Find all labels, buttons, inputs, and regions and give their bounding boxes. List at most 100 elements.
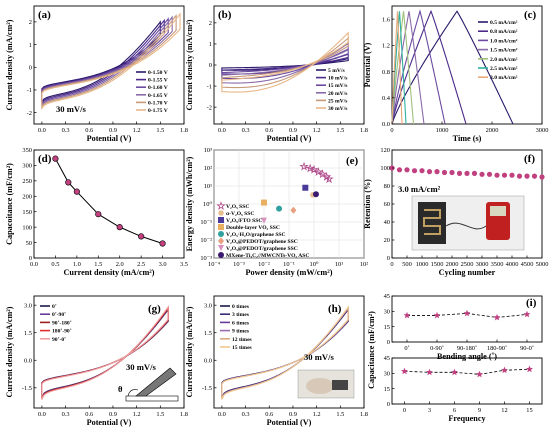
legend-entry: 0˚-90˚: [52, 311, 66, 318]
x-tick-label: 10⁻¹: [283, 261, 295, 268]
y-tick-label: 0.4: [382, 95, 391, 102]
x-tick-label: 1.8: [180, 411, 188, 418]
x-tick-label: 0-90˚: [430, 345, 444, 352]
y-tick-label: 1.5: [204, 330, 212, 337]
angle-arc: [127, 389, 139, 397]
gcd-curve: [391, 10, 514, 125]
cv-curve: [221, 305, 349, 400]
legend-entry: 15 times: [232, 345, 253, 351]
x-tick-label: 10²: [360, 261, 368, 268]
x-axis-title: Frequency: [448, 414, 486, 423]
x-tick-label: 10¹: [335, 261, 343, 268]
cv-curve: [221, 58, 349, 71]
x-axis-title: Potential (V): [87, 134, 132, 143]
x-tick-label: 1.5: [156, 127, 164, 134]
y-tick-label: 0.0: [204, 357, 212, 364]
plot-frame-d: [33, 149, 185, 259]
x-tick-label: 10⁰: [310, 261, 319, 268]
legend-entry: 0-1.55 V: [148, 78, 168, 84]
data-marker: [302, 184, 309, 191]
x-tick-label: 0.6: [85, 127, 93, 134]
legend-entry: 20 mV/s: [328, 91, 348, 97]
x-tick-label: 2.5: [137, 261, 145, 268]
x-tick-label: 4500: [521, 261, 534, 268]
electrode-photo: [418, 202, 446, 244]
plot-frame-i-bottom: [391, 357, 543, 405]
x-axis-title: Power density (mW/cm²): [246, 268, 333, 277]
y-axis-title: Current density (mA/cm²): [185, 306, 194, 397]
x-tick-label: 1.2: [313, 127, 321, 134]
legend-entry: V₂O₅@PEDOT/graphene SSC: [226, 239, 298, 245]
gcd-curve: [391, 11, 403, 125]
y-tick-label: 3.0: [204, 302, 212, 309]
x-tick-label: 3000: [536, 127, 549, 134]
x-tick-label: 0.9: [289, 411, 297, 418]
legend-entry: 0-1.65 V: [148, 93, 168, 99]
legend-entry: 0-1.70 V: [148, 100, 168, 106]
x-tick-label: 1.5: [336, 411, 344, 418]
device-photo: [332, 380, 348, 390]
data-marker: [313, 167, 324, 176]
legend-entry: 10 mV/s: [328, 76, 348, 82]
x-tick-label: 1.5: [156, 411, 164, 418]
legend-entry: 12 times: [232, 337, 253, 343]
capacitance-point: [73, 188, 80, 195]
cv-curve: [41, 13, 177, 109]
legend-entry: V₂O₅@PEDOT/graphene SSC: [226, 246, 298, 252]
plot-frame-h: [213, 295, 365, 409]
legend-entry: 0 times: [232, 304, 250, 310]
y-tick-label: -2: [27, 110, 32, 117]
x-tick-label: 0: [390, 127, 393, 134]
capacitance-point: [523, 310, 531, 318]
data-marker: [324, 174, 334, 184]
x-tick-label: 1.0: [73, 261, 81, 268]
scan-rate-annotation: 30 mV/s: [56, 104, 86, 114]
gcd-curve: [391, 11, 425, 125]
panel-label: (d): [38, 153, 52, 165]
x-tick-label: 3.5: [180, 261, 188, 268]
y-axis-title: Capacoitance (mF/cm²): [5, 163, 14, 245]
data-marker: [312, 191, 319, 198]
x-tick-label: 0: [403, 407, 406, 414]
gcd-curve: [391, 11, 415, 125]
cv-curve: [41, 305, 169, 400]
y-tick-label: 10³: [204, 147, 212, 154]
x-tick-label: 2000: [446, 261, 459, 268]
x-tick-label: 0.3: [62, 411, 70, 418]
legend-entry: MXene-Ti₃C₂//MWCNTs-VO₂ ASC: [226, 253, 309, 259]
x-tick-label: 10⁻³: [233, 261, 245, 268]
retention-point: [464, 170, 470, 176]
x-tick-label: 500: [402, 261, 412, 268]
plot-frame-i-top: [391, 295, 543, 343]
cv-curve: [41, 15, 173, 108]
x-tick-label: 1.8: [360, 127, 368, 134]
cv-curve: [41, 17, 169, 106]
cv-curve: [41, 20, 161, 104]
x-tick-label: 2500: [461, 261, 474, 268]
x-tick-label: 0.6: [265, 127, 273, 134]
x-tick-label: 4000: [506, 261, 519, 268]
capacitance-point: [116, 224, 123, 231]
x-axis-title: Cycling number: [439, 268, 496, 277]
x-tick-label: 3: [428, 407, 431, 414]
y-tick-label: 1.2: [382, 43, 390, 50]
y-tick-label: 100: [22, 224, 32, 231]
y-tick-label: 2: [209, 20, 212, 27]
y-tick-label: -1.5: [22, 385, 32, 392]
y-tick-label: 120: [380, 147, 390, 154]
y-tick-label: -2: [207, 104, 212, 111]
x-tick-label: 9: [478, 407, 481, 414]
y-axis-title: Current density (mA/cm²): [185, 19, 194, 110]
data-marker: [261, 217, 267, 224]
panel-label: (e): [346, 155, 359, 167]
x-tick-label: 0.0: [218, 411, 226, 418]
x-tick-label: 0.0: [218, 127, 226, 134]
data-marker: [218, 231, 224, 237]
data-marker: [218, 237, 224, 245]
panel-label: (c): [524, 9, 537, 21]
legend-entry: 2.0 mA/cm²: [490, 57, 518, 63]
x-tick-label: 1.5: [94, 261, 102, 268]
panel-label: (a): [38, 9, 51, 21]
capacitance-point: [451, 368, 458, 376]
legend-entry: 9 times: [232, 329, 250, 335]
